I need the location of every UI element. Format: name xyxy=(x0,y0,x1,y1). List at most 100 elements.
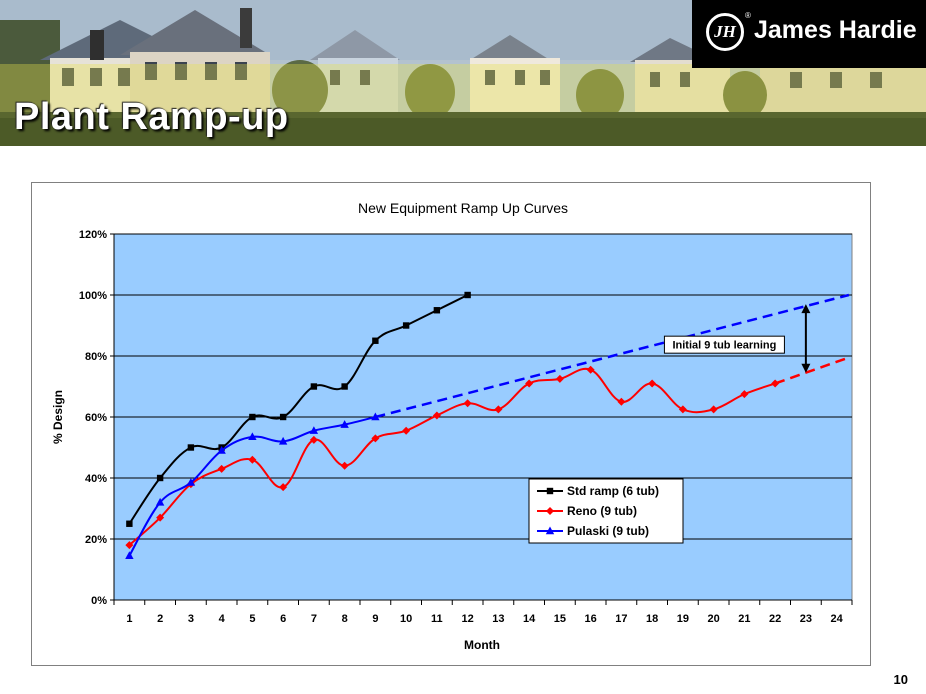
x-tick-label: 14 xyxy=(523,613,536,625)
plot-area: 0%20%40%60%80%100%120%1 2 3 4 5 6 7 8 9 10 11 12 13 1… xyxy=(79,229,853,625)
x-tick-label: 15 xyxy=(554,613,566,625)
x-tick-label: 21 xyxy=(738,613,750,625)
data-point xyxy=(340,461,349,470)
data-point xyxy=(155,497,165,506)
x-tick-label: 11 xyxy=(431,613,443,625)
data-point xyxy=(433,307,441,314)
data-point xyxy=(709,405,718,414)
chart-frame: New Equipment Ramp Up Curves 0% 20% 40% 60%… xyxy=(31,182,871,666)
ramp-up-chart: New Equipment Ramp Up Curves 0% 20% 40% 60%… xyxy=(51,200,853,652)
slide-title: Plant Ramp-up xyxy=(14,96,289,138)
legend-label: Reno (9 tub) xyxy=(567,504,637,518)
data-point xyxy=(586,365,595,374)
data-point xyxy=(279,413,287,421)
header-banner: Plant Ramp-up JH ® James Hardie xyxy=(0,0,926,146)
data-point xyxy=(248,432,257,441)
data-point xyxy=(309,435,318,444)
data-point xyxy=(125,541,134,550)
annotation: Initial 9 tub learning xyxy=(663,335,785,354)
legend: Std ramp (6 tub) Reno (9 tub) Pulaski (9 t… xyxy=(528,478,684,544)
data-point xyxy=(555,374,564,383)
data-point xyxy=(464,291,471,299)
logo-text: James Hardie xyxy=(754,16,917,44)
registered-mark: ® xyxy=(745,11,751,20)
data-point xyxy=(156,474,164,482)
data-point xyxy=(740,390,749,399)
data-point xyxy=(372,337,379,344)
annotation-arrow-head-down xyxy=(801,363,811,373)
logo-mark-icon: JH xyxy=(706,13,744,51)
x-axis-label: Month xyxy=(464,638,500,652)
x-tick-label: 6 xyxy=(280,613,286,625)
legend-label: Std ramp (6 tub) xyxy=(567,484,659,498)
x-tick-label: 22 xyxy=(769,613,781,625)
x-tick-label: 5 xyxy=(249,613,255,625)
data-point xyxy=(125,551,134,559)
y-tick-label: 40% xyxy=(85,473,107,485)
data-point xyxy=(217,446,226,454)
x-tick-label: 24 xyxy=(831,613,844,625)
data-point xyxy=(187,444,195,451)
data-point xyxy=(494,405,503,414)
y-tick-label: 80% xyxy=(85,351,107,363)
annotation-text: Initial 9 tub learning xyxy=(672,340,776,352)
data-point xyxy=(309,426,319,434)
x-tick-label: 1 xyxy=(126,613,132,625)
x-tick-label: 13 xyxy=(492,613,504,625)
data-point xyxy=(341,383,348,390)
reno-projection-line xyxy=(774,356,850,385)
data-point xyxy=(402,426,411,435)
data-point xyxy=(278,436,288,445)
legend-marker xyxy=(545,526,555,535)
x-tick-label: 12 xyxy=(462,613,474,625)
data-point xyxy=(402,322,410,329)
x-tick-label: 17 xyxy=(615,613,627,625)
data-point xyxy=(217,464,226,473)
x-tick-label: 23 xyxy=(800,613,812,625)
series-2 xyxy=(125,365,780,550)
x-tick-label: 3 xyxy=(188,613,194,625)
data-point xyxy=(432,411,441,420)
y-tick-label: 0% xyxy=(91,595,107,607)
data-point xyxy=(279,483,288,492)
company-logo: JH ® James Hardie xyxy=(692,0,926,68)
chart-title: New Equipment Ramp Up Curves xyxy=(358,200,568,216)
y-tick-label: 100% xyxy=(79,290,107,302)
data-point xyxy=(248,455,257,464)
pulaski-projection-line xyxy=(375,293,850,419)
data-point xyxy=(771,379,780,388)
data-point xyxy=(371,412,380,421)
y-tick-label: 120% xyxy=(79,229,107,241)
annotation-arrow-head-up xyxy=(801,304,811,314)
data-point xyxy=(340,420,349,428)
data-point xyxy=(678,405,687,414)
x-tick-label: 7 xyxy=(311,613,317,625)
x-tick-label: 16 xyxy=(585,613,597,625)
data-point xyxy=(617,397,626,406)
x-tick-label: 8 xyxy=(342,613,348,625)
data-point xyxy=(525,379,534,388)
data-point xyxy=(463,399,472,408)
data-point xyxy=(126,520,133,527)
data-point xyxy=(310,383,318,390)
y-axis-label: % Design xyxy=(51,390,65,444)
x-tick-label: 10 xyxy=(400,613,412,625)
x-tick-label: 4 xyxy=(219,613,226,625)
series-line xyxy=(128,367,776,546)
data-point xyxy=(249,413,256,421)
legend-marker xyxy=(546,487,554,495)
x-tick-label: 19 xyxy=(677,613,689,625)
legend-marker xyxy=(546,507,554,515)
x-tick-label: 2 xyxy=(157,613,163,625)
page-number: 10 xyxy=(893,672,908,687)
x-tick-label: 18 xyxy=(646,613,658,625)
legend-label: Pulaski (9 tub) xyxy=(567,524,649,538)
annotation-box xyxy=(663,335,785,354)
x-tick-label: 9 xyxy=(372,613,378,625)
y-tick-label: 20% xyxy=(85,534,107,546)
series-3 xyxy=(125,412,380,559)
data-point xyxy=(186,478,196,486)
data-point xyxy=(156,513,165,522)
x-tick-label: 20 xyxy=(708,613,720,625)
data-point xyxy=(648,379,657,388)
